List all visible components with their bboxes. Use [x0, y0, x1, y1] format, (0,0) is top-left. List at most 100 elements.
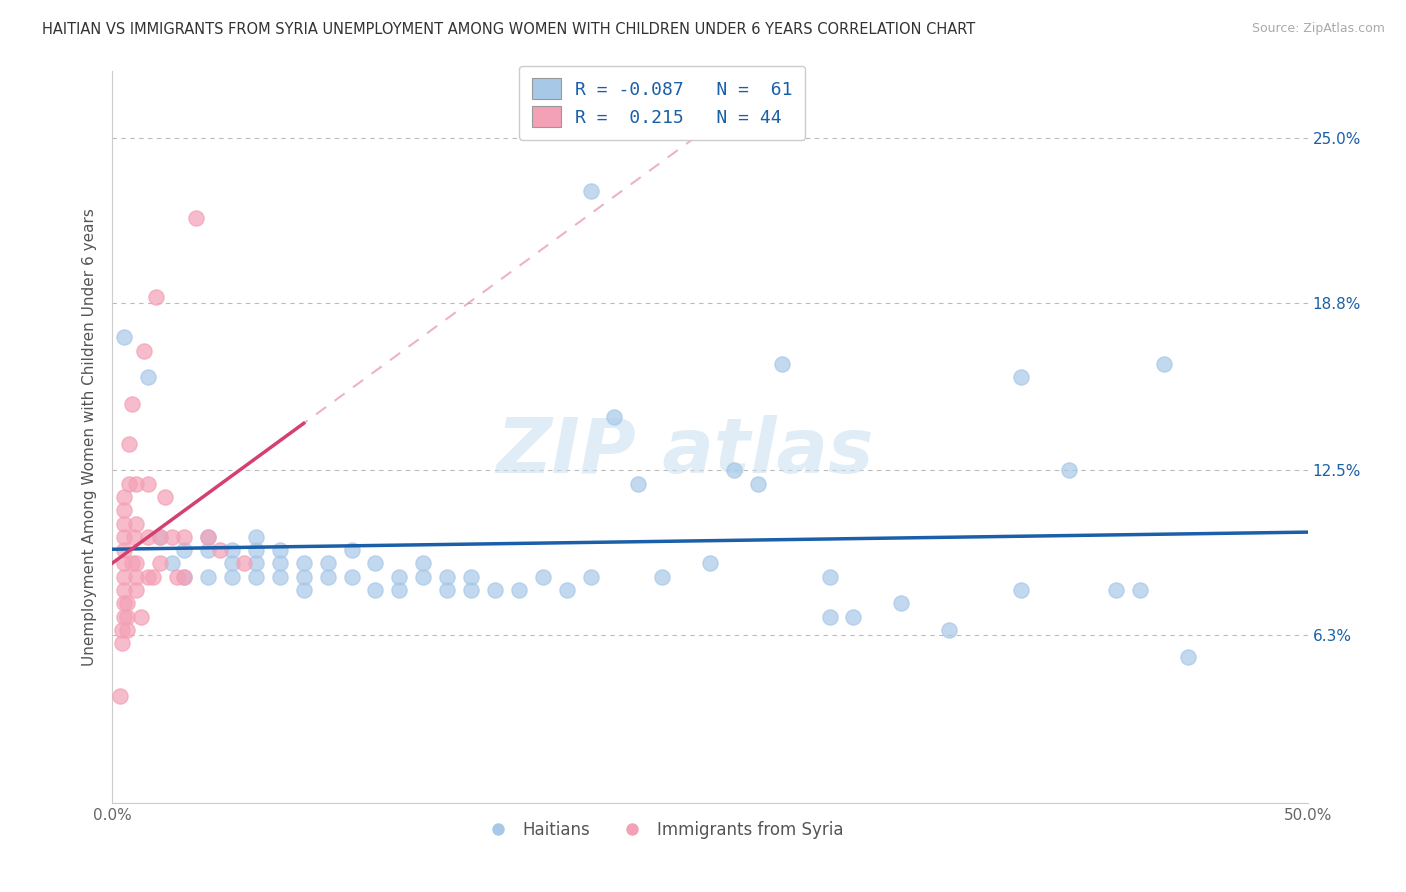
Point [627, 476, 650, 491]
Point [118, 436, 141, 450]
Point [460, 570, 482, 584]
Point [460, 582, 482, 597]
Point [412, 570, 434, 584]
Point [121, 557, 143, 571]
Point [118, 476, 141, 491]
Text: HAITIAN VS IMMIGRANTS FROM SYRIA UNEMPLOYMENT AMONG WOMEN WITH CHILDREN UNDER 6 : HAITIAN VS IMMIGRANTS FROM SYRIA UNEMPLO… [42, 22, 976, 37]
Point [890, 596, 912, 610]
Point [699, 557, 721, 571]
Legend: Haitians, Immigrants from Syria: Haitians, Immigrants from Syria [474, 814, 851, 846]
Point [364, 582, 387, 597]
Point [114, 557, 135, 571]
Point [108, 690, 131, 704]
Point [340, 543, 363, 558]
Point [269, 570, 291, 584]
Point [142, 570, 165, 584]
Point [149, 530, 172, 544]
Point [723, 463, 745, 477]
Point [114, 530, 135, 544]
Point [173, 530, 195, 544]
Point [166, 570, 188, 584]
Point [125, 557, 148, 571]
Point [114, 582, 135, 597]
Point [245, 557, 267, 571]
Point [603, 410, 626, 425]
Point [129, 609, 152, 624]
Point [245, 570, 267, 584]
Point [197, 570, 219, 584]
Point [484, 582, 506, 597]
Point [245, 530, 267, 544]
Point [114, 330, 135, 344]
Point [209, 543, 232, 558]
Point [197, 543, 219, 558]
Point [292, 582, 315, 597]
Point [114, 570, 135, 584]
Point [1010, 370, 1032, 384]
Point [316, 557, 339, 571]
Point [125, 582, 148, 597]
Point [388, 570, 411, 584]
Point [555, 582, 578, 597]
Point [114, 490, 135, 504]
Point [115, 623, 138, 637]
Point [138, 476, 160, 491]
Point [125, 570, 148, 584]
Point [114, 503, 135, 517]
Point [125, 516, 148, 531]
Point [221, 570, 243, 584]
Point [436, 570, 458, 584]
Point [340, 570, 363, 584]
Point [508, 582, 530, 597]
Point [138, 570, 160, 584]
Point [149, 530, 172, 544]
Point [292, 570, 315, 584]
Point [122, 530, 145, 544]
Point [436, 582, 458, 597]
Y-axis label: Unemployment Among Women with Children Under 6 years: Unemployment Among Women with Children U… [82, 208, 97, 666]
Point [221, 543, 243, 558]
Point [1177, 649, 1199, 664]
Point [114, 543, 135, 558]
Text: ZIP atlas: ZIP atlas [498, 415, 875, 489]
Point [1153, 357, 1175, 371]
Point [531, 570, 554, 584]
Point [115, 609, 138, 624]
Point [818, 570, 841, 584]
Point [221, 557, 243, 571]
Point [138, 530, 160, 544]
Point [162, 557, 183, 571]
Point [197, 530, 219, 544]
Point [149, 557, 172, 571]
Point [770, 357, 793, 371]
Point [186, 211, 208, 225]
Point [842, 609, 865, 624]
Point [1105, 582, 1128, 597]
Point [197, 530, 219, 544]
Point [173, 570, 195, 584]
Point [651, 570, 673, 584]
Point [111, 636, 134, 650]
Point [114, 609, 135, 624]
Point [114, 596, 135, 610]
Point [316, 570, 339, 584]
Point [138, 370, 160, 384]
Point [579, 570, 602, 584]
Point [388, 582, 411, 597]
Point [245, 543, 267, 558]
Point [412, 557, 434, 571]
Point [579, 184, 602, 198]
Point [233, 557, 256, 571]
Point [125, 476, 148, 491]
Point [1010, 582, 1032, 597]
Point [269, 543, 291, 558]
Point [818, 609, 841, 624]
Text: Source: ZipAtlas.com: Source: ZipAtlas.com [1251, 22, 1385, 36]
Point [1129, 582, 1152, 597]
Point [132, 343, 155, 358]
Point [292, 557, 315, 571]
Point [173, 543, 195, 558]
Point [153, 490, 176, 504]
Point [269, 557, 291, 571]
Point [162, 530, 183, 544]
